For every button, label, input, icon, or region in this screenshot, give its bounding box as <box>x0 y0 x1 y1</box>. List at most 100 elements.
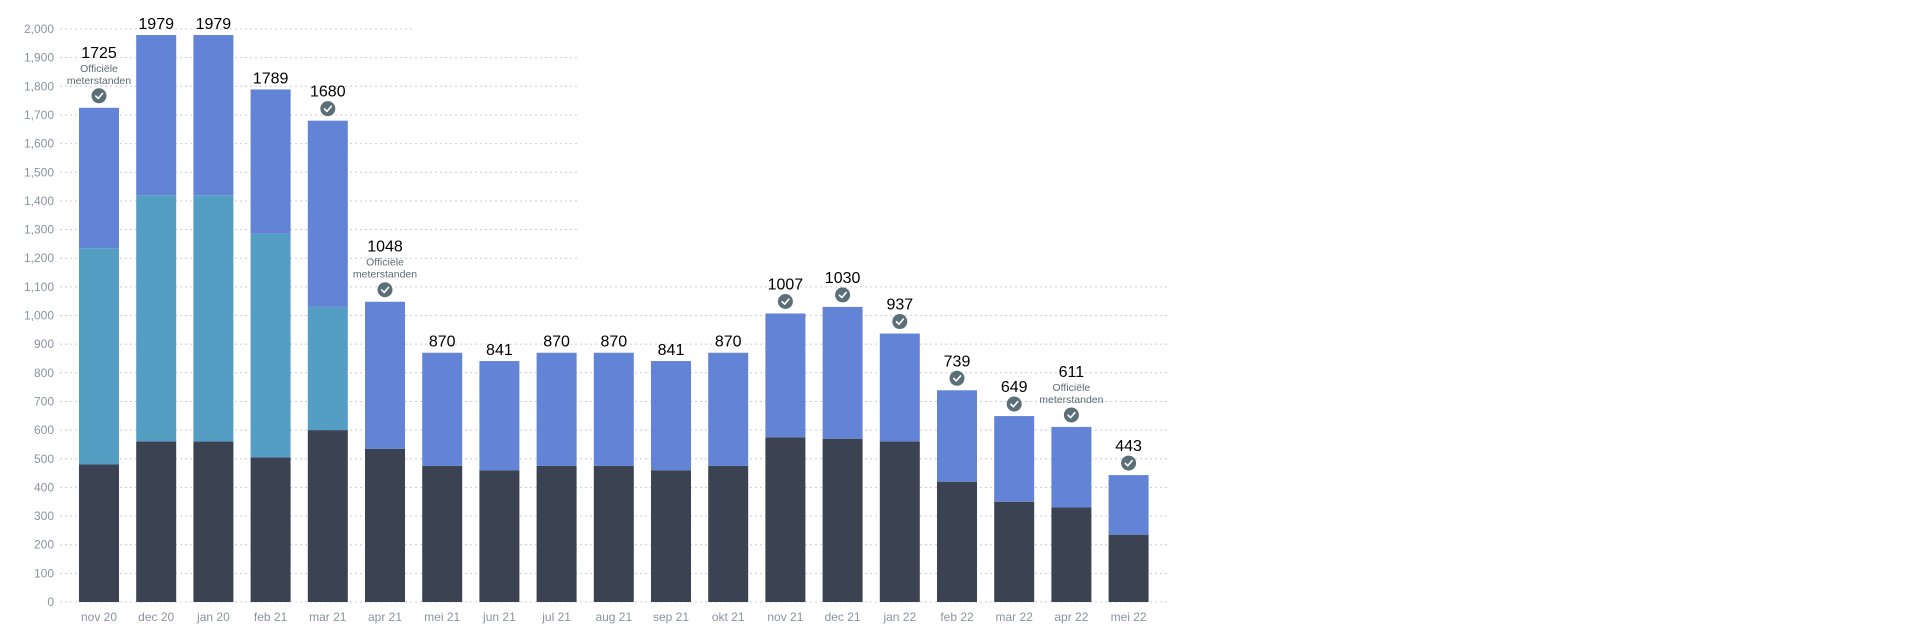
check-icon <box>835 287 851 303</box>
check-icon <box>892 314 908 330</box>
bar-segment <box>593 465 634 602</box>
x-tick-label: apr 22 <box>1054 610 1088 624</box>
check-icon <box>1006 396 1022 412</box>
annotation-label: Officiële <box>80 63 118 75</box>
bar-segment <box>365 448 405 602</box>
total-label: 1789 <box>253 70 289 87</box>
bar-segment <box>1051 426 1092 508</box>
annotation-label: Officiële <box>1053 382 1091 394</box>
bar-segment <box>250 89 291 234</box>
bar-segment <box>879 441 920 602</box>
annotation-label: meterstanden <box>67 75 131 87</box>
bar-segment <box>307 306 348 431</box>
y-tick-label: 1,600 <box>24 137 54 151</box>
bar-segment <box>79 107 119 249</box>
y-tick-label: 1,500 <box>24 165 54 179</box>
bar-segment <box>651 361 691 471</box>
y-axis-ticks: 0 100 200 300 400 500 600 700 800 900 1,000 1,100 1,… <box>24 22 54 609</box>
total-label: 841 <box>658 342 685 359</box>
bar-segment <box>79 248 119 465</box>
bar-segment <box>307 120 348 307</box>
bar-segment <box>937 481 977 602</box>
x-tick-label: mar 21 <box>309 610 347 624</box>
y-tick-label: 600 <box>34 423 54 437</box>
total-label: 1680 <box>310 84 346 101</box>
total-label: 1007 <box>768 276 804 293</box>
y-tick-label: 1,200 <box>24 251 54 265</box>
total-label: 443 <box>1115 438 1142 455</box>
y-tick-label: 2,000 <box>24 22 54 36</box>
bars <box>79 35 1149 602</box>
bar-segment <box>1108 475 1149 535</box>
bar-segment <box>994 501 1035 602</box>
y-tick-label: 1,100 <box>24 280 54 294</box>
bar-segment <box>422 465 463 602</box>
x-tick-label: mei 22 <box>1111 610 1147 624</box>
bar-segment <box>765 437 806 602</box>
x-tick-label: nov 20 <box>81 610 117 624</box>
x-tick-label: mei 21 <box>424 610 460 624</box>
x-tick-label: dec 20 <box>138 610 174 624</box>
x-tick-label: jan 20 <box>196 610 230 624</box>
check-icon <box>1121 455 1137 471</box>
check-icon <box>377 282 393 298</box>
bar-segment <box>365 301 405 449</box>
y-tick-label: 400 <box>34 480 54 494</box>
x-tick-label: apr 21 <box>368 610 402 624</box>
bar-segment <box>479 470 520 602</box>
bar-segment <box>822 306 863 439</box>
bar-segment <box>1108 534 1149 602</box>
x-tick-label: mar 22 <box>996 610 1034 624</box>
bar-segment <box>193 35 234 196</box>
x-tick-label: okt 21 <box>712 610 745 624</box>
y-tick-label: 300 <box>34 509 54 523</box>
bar-segment <box>536 465 577 602</box>
y-tick-label: 0 <box>47 595 54 609</box>
check-icon <box>949 370 965 386</box>
total-label: 937 <box>886 297 913 314</box>
bar-segment <box>994 416 1035 502</box>
y-tick-label: 500 <box>34 452 54 466</box>
x-tick-label: jun 21 <box>482 610 516 624</box>
bar-segment <box>307 430 348 602</box>
bar-segment <box>79 464 119 602</box>
bar-segment <box>250 457 291 602</box>
bar-segment <box>422 352 463 466</box>
bar-segment <box>765 313 806 438</box>
total-label: 841 <box>486 342 513 359</box>
y-tick-label: 700 <box>34 394 54 408</box>
x-axis-ticks: nov 20 dec 20 jan 20 feb 21 mar 21 apr 21 mei … <box>81 610 1147 624</box>
y-tick-label: 200 <box>34 538 54 552</box>
check-icon <box>320 101 336 117</box>
total-label: 870 <box>600 334 627 351</box>
total-label: 611 <box>1059 364 1085 381</box>
x-tick-label: jan 22 <box>882 610 916 624</box>
x-tick-label: aug 21 <box>595 610 632 624</box>
bar-segment <box>708 352 749 466</box>
total-label: 870 <box>543 334 570 351</box>
y-tick-label: 1,800 <box>24 79 54 93</box>
check-icon <box>777 293 793 309</box>
total-label: 870 <box>715 334 742 351</box>
x-tick-label: feb 22 <box>940 610 974 624</box>
y-tick-label: 1,000 <box>24 309 54 323</box>
bar-segment <box>937 390 977 482</box>
bar-segment <box>651 470 691 602</box>
bar-segment <box>536 352 577 466</box>
x-tick-label: sep 21 <box>653 610 689 624</box>
bar-segment <box>879 333 920 442</box>
bar-segment <box>822 438 863 602</box>
total-label: 649 <box>1001 379 1028 396</box>
bar-segment <box>1051 507 1092 602</box>
bar-segment <box>708 465 749 602</box>
bar-segment <box>136 35 177 196</box>
total-label: 1048 <box>367 239 403 256</box>
check-icon <box>1063 407 1079 423</box>
x-tick-label: nov 21 <box>767 610 803 624</box>
y-tick-label: 1,300 <box>24 223 54 237</box>
y-tick-label: 1,400 <box>24 194 54 208</box>
total-label: 1030 <box>825 270 861 287</box>
x-tick-label: jul 21 <box>541 610 571 624</box>
